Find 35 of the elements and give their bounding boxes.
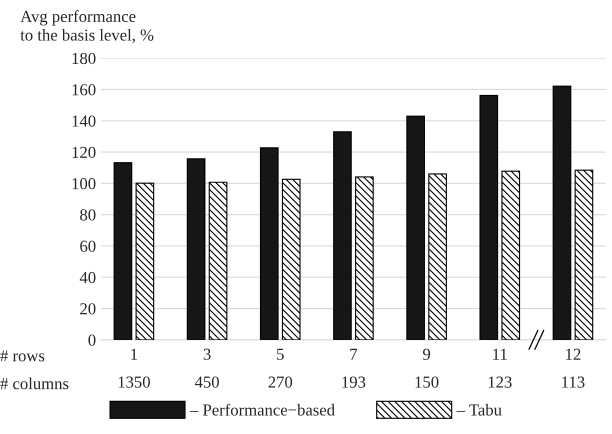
y-tick-label: 60 <box>80 240 96 252</box>
bar <box>574 170 594 340</box>
y-tick-label: 160 <box>72 84 96 96</box>
x-axis-title: # rows # columns <box>0 350 68 390</box>
y-tick-label: 100 <box>72 178 96 190</box>
x-tick-label: 3 450 <box>194 348 219 388</box>
bar <box>333 131 352 340</box>
x-tick-label: 7 193 <box>342 348 366 388</box>
y-tick-label: 0 <box>88 334 96 346</box>
bar <box>552 86 572 340</box>
bar <box>355 176 374 340</box>
bar <box>428 173 447 340</box>
bar <box>406 116 425 340</box>
bar <box>186 158 206 340</box>
y-tick-label: 20 <box>80 303 96 314</box>
y-tick-label: 120 <box>72 146 96 158</box>
x-tick-label: 5 270 <box>268 348 292 388</box>
bar <box>260 147 279 340</box>
bar <box>501 170 520 340</box>
bar <box>114 162 132 340</box>
x-tick-label: 12 113 <box>562 348 584 388</box>
x-tick-label: 11 123 <box>488 348 512 388</box>
bar <box>136 182 154 340</box>
x-tick-label: 9 150 <box>416 348 438 388</box>
bar <box>208 182 228 340</box>
legend-label: – Performance−based <box>190 404 335 416</box>
y-tick-label: 40 <box>80 272 96 284</box>
y-tick-label: 80 <box>80 209 96 221</box>
y-tick-label: 140 <box>72 115 96 127</box>
bar <box>282 178 301 340</box>
y-axis-title: Avg performance to the basis level, % <box>20 10 154 44</box>
x-tick-label: 1 1350 <box>118 348 150 388</box>
y-tick-label: 180 <box>72 52 96 64</box>
bar <box>479 94 498 340</box>
legend-label: – Tabu <box>456 404 502 416</box>
